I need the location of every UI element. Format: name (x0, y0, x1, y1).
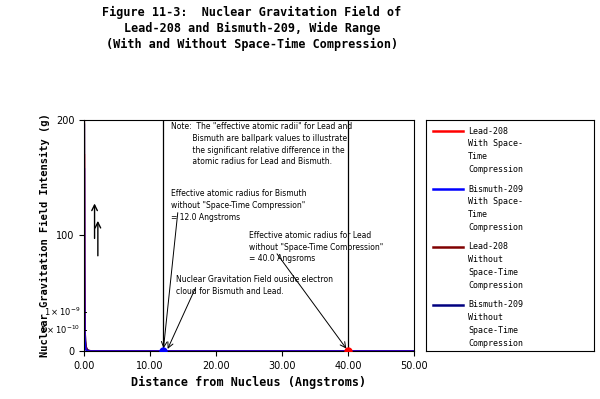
Text: Space-Time: Space-Time (468, 268, 518, 277)
Text: Without: Without (468, 313, 503, 322)
Text: With Space-: With Space- (468, 198, 523, 206)
X-axis label: Distance from Nucleus (Angstroms): Distance from Nucleus (Angstroms) (131, 376, 367, 389)
Text: (With and Without Space-Time Compression): (With and Without Space-Time Compression… (106, 38, 398, 51)
Text: Compression: Compression (468, 280, 523, 290)
Text: $5\times10^{-10}$: $5\times10^{-10}$ (40, 324, 81, 336)
Text: Nuclear Gravitation Field ouside electron
cloud for Bismuth and Lead.: Nuclear Gravitation Field ouside electro… (176, 275, 334, 296)
Text: Bismuth-209: Bismuth-209 (468, 185, 523, 194)
Y-axis label: Nuclear Gravitation Field Intensity (g): Nuclear Gravitation Field Intensity (g) (40, 114, 50, 357)
Text: Compression: Compression (468, 223, 523, 232)
Text: Effective atomic radius for Lead
without "Space-Time Compression"
= 40.0 Angsrom: Effective atomic radius for Lead without… (249, 231, 383, 263)
Text: Bismuth-209: Bismuth-209 (468, 300, 523, 309)
Text: Note:  The "effective atomic radii" for Lead and
         Bismuth are ballpark v: Note: The "effective atomic radii" for L… (172, 122, 353, 166)
Text: Effective atomic radius for Bismuth
without "Space-Time Compression"
= 12.0 Angs: Effective atomic radius for Bismuth with… (172, 189, 307, 222)
Text: Compression: Compression (468, 165, 523, 174)
Text: Figure 11-3:  Nuclear Gravitation Field of: Figure 11-3: Nuclear Gravitation Field o… (103, 6, 401, 19)
Text: With Space-: With Space- (468, 140, 523, 148)
Text: Without: Without (468, 255, 503, 264)
Text: $1\times10^{-9}$: $1\times10^{-9}$ (44, 306, 81, 318)
Text: Time: Time (468, 152, 488, 161)
Text: Compression: Compression (468, 338, 523, 348)
Text: Lead-208: Lead-208 (468, 127, 508, 136)
Text: Lead-208: Lead-208 (468, 243, 508, 251)
Text: Time: Time (468, 210, 488, 219)
Text: Space-Time: Space-Time (468, 326, 518, 335)
Text: Lead-208 and Bismuth-209, Wide Range: Lead-208 and Bismuth-209, Wide Range (124, 22, 380, 35)
